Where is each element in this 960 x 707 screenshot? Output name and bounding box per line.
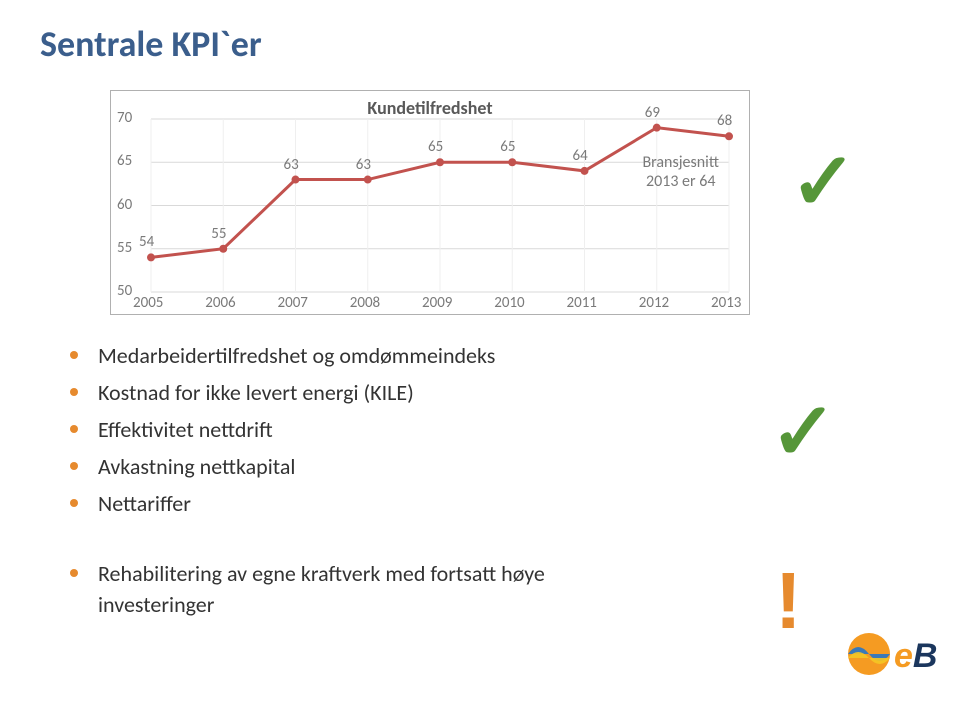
slide: Sentrale KPI`er Kundetilfredshet 5455636… [0, 0, 960, 707]
chart-x-tick: 2009 [422, 294, 452, 312]
chart-value-label: 65 [428, 138, 443, 156]
chart-x-tick: 2008 [350, 294, 380, 312]
bullet-text: Nettariffer [98, 490, 191, 517]
bullet-text: Kostnad for ikke levert energi (KILE) [98, 379, 414, 406]
svg-text:eB: eB [894, 637, 937, 675]
logo: eB [848, 626, 940, 687]
bullet-item: Medarbeidertilfredshet og omdømmeindeks [70, 342, 495, 369]
bullet-item: Avkastning nettkapital [70, 453, 495, 480]
bullet-item: Rehabilitering av egne kraftverk med for… [70, 560, 545, 587]
chart-x-tick: 2011 [567, 294, 597, 312]
chart-y-tick: 65 [117, 152, 145, 170]
exclamation-icon: ! [775, 555, 802, 647]
checkmark-icon: ✓ [790, 135, 857, 228]
chart-value-label: 55 [211, 225, 226, 243]
chart-x-tick: 2012 [639, 294, 669, 312]
bullet-text-cont: investeringer [70, 591, 545, 618]
checkmark-icon: ✓ [770, 385, 837, 478]
bullet-text: Medarbeidertilfredshet og omdømmeindeks [98, 342, 495, 369]
bullet-group-2: Rehabilitering av egne kraftverk med for… [70, 560, 545, 618]
chart-value-label: 63 [356, 156, 371, 174]
chart-value-label: 64 [573, 147, 588, 165]
bullet-item: Effektivitet nettdrift [70, 416, 495, 443]
chart-value-label: 63 [284, 156, 299, 174]
chart-y-tick: 70 [117, 109, 145, 127]
chart-annotation-line2: 2013 er 64 [646, 172, 715, 191]
bullet-group-1: Medarbeidertilfredshet og omdømmeindeks … [70, 342, 495, 527]
bullet-text: Avkastning nettkapital [98, 453, 295, 480]
chart-value-label: 69 [645, 104, 660, 122]
chart-x-axis: 200520062007200820092010201120122013 [151, 292, 729, 314]
chart-container: Kundetilfredshet 54556363656564696850556… [110, 90, 750, 315]
bullet-text: Effektivitet nettdrift [98, 416, 273, 443]
chart-x-tick: 2005 [133, 294, 163, 312]
chart-x-tick: 2013 [711, 294, 741, 312]
page-title: Sentrale KPI`er [40, 22, 262, 66]
chart-plot-area: 5455636365656469685055606570 [151, 119, 729, 292]
chart-x-tick: 2007 [278, 294, 308, 312]
chart-annotation-line1: Bransjesnitt [642, 153, 719, 172]
bullet-item: Nettariffer [70, 490, 495, 517]
chart-annotation: Bransjesnitt 2013 er 64 [642, 153, 719, 191]
chart-y-tick: 60 [117, 196, 145, 214]
chart-value-label: 65 [500, 138, 515, 156]
chart-value-label: 68 [717, 112, 732, 130]
bullet-text: Rehabilitering av egne kraftverk med for… [98, 560, 545, 587]
chart-x-tick: 2006 [205, 294, 235, 312]
chart-y-tick: 55 [117, 239, 145, 257]
chart-x-tick: 2010 [494, 294, 524, 312]
bullet-item: Kostnad for ikke levert energi (KILE) [70, 379, 495, 406]
